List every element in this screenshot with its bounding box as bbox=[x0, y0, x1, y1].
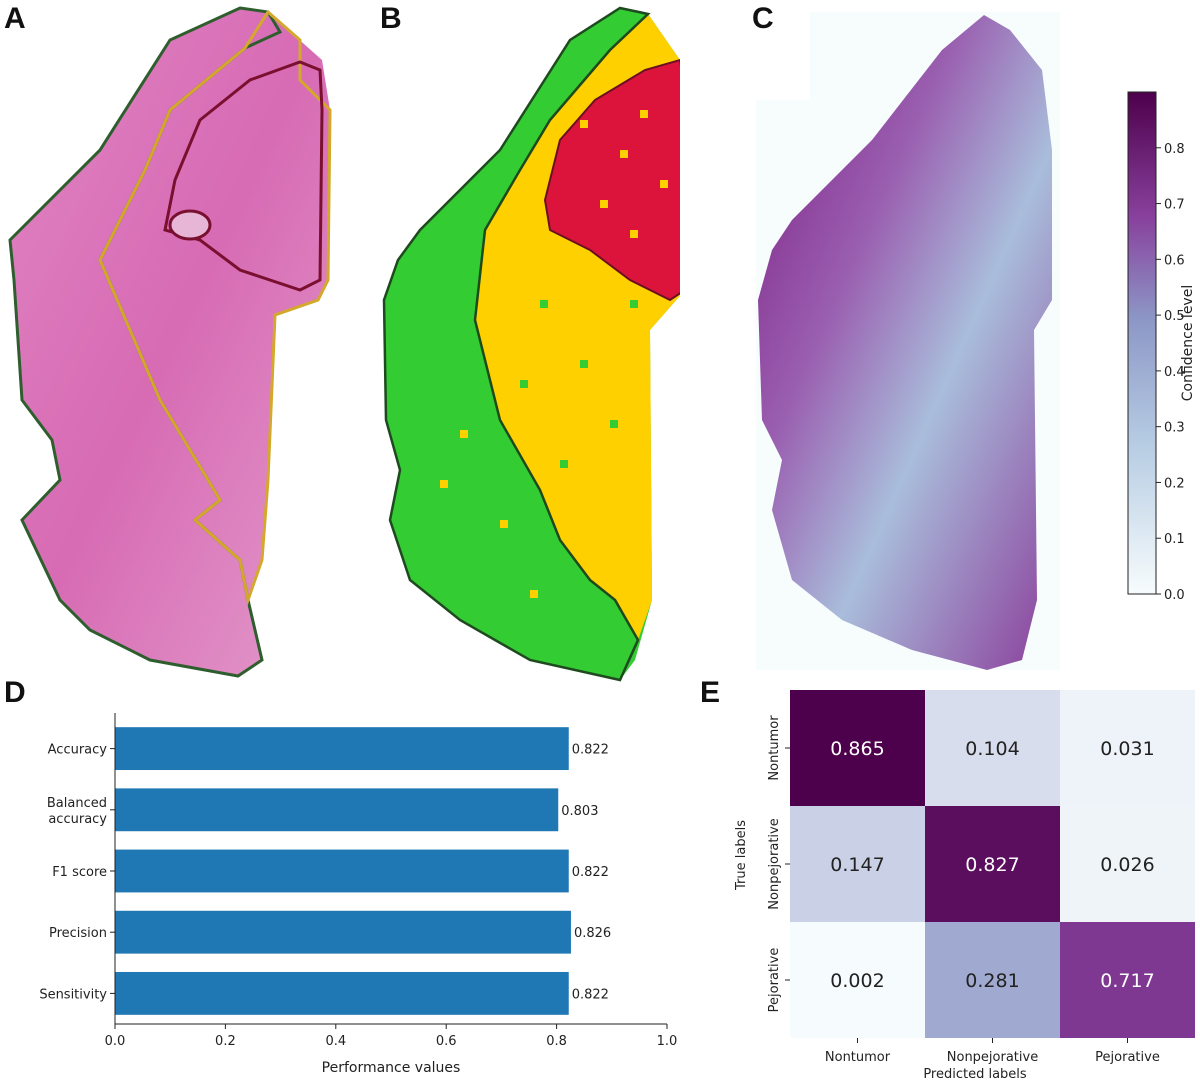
confusion-cell bbox=[1060, 690, 1195, 806]
confusion-cell bbox=[790, 690, 925, 806]
bar-precision bbox=[115, 910, 571, 954]
colorbar-tick-label: 0.4 bbox=[1164, 365, 1185, 380]
panel-b-prediction-map bbox=[382, 6, 680, 682]
bar-chart-category-label: Balanced bbox=[47, 796, 107, 811]
pejorative-outline-b bbox=[543, 58, 680, 302]
bar-chart-category-label: Accuracy bbox=[48, 743, 108, 758]
bar-chart-category-label: Precision bbox=[49, 926, 107, 941]
panel-label-c: C bbox=[752, 2, 774, 35]
colorbar-tick-label: 0.7 bbox=[1164, 198, 1185, 213]
colorbar-tick-label: 0.5 bbox=[1164, 309, 1185, 324]
panel-label-d: D bbox=[4, 676, 26, 709]
colorbar: 0.0 0.1 0.2 0.3 0.4 0.5 0.6 0.7 0.8 Confidence l… bbox=[1127, 91, 1196, 603]
panel-label-a: A bbox=[4, 2, 26, 35]
bar-value-label: 0.826 bbox=[574, 926, 611, 941]
confusion-cell-value: 0.104 bbox=[965, 738, 1019, 760]
bar-value-label: 0.803 bbox=[561, 804, 598, 819]
confusion-cell-value: 0.281 bbox=[965, 970, 1019, 992]
bar-chart-category-label: accuracy bbox=[48, 812, 107, 827]
confusion-row-label: Pejorative bbox=[767, 948, 782, 1013]
confusion-cell bbox=[790, 806, 925, 922]
panel-label-b: B bbox=[380, 2, 402, 35]
bar-value-label: 0.822 bbox=[572, 865, 609, 880]
bar-balanced-accuracy bbox=[115, 788, 559, 832]
pejorative-outline bbox=[163, 60, 324, 292]
colorbar-tick-label: 0.3 bbox=[1164, 421, 1185, 436]
confusion-row-label: Nontumor bbox=[767, 715, 782, 781]
confusion-cell-value: 0.002 bbox=[830, 970, 884, 992]
confusion-cell-value: 0.717 bbox=[1100, 970, 1154, 992]
confusion-cell bbox=[925, 690, 1060, 806]
confusion-column-label: Pejorative bbox=[1095, 1050, 1160, 1065]
prediction-speckles-green bbox=[520, 300, 638, 468]
bar-chart-x-tick-label: 0.0 bbox=[105, 1034, 126, 1049]
bar-value-label: 0.822 bbox=[572, 987, 609, 1002]
bar-f1-score bbox=[115, 849, 569, 893]
panel-c-confidence-map bbox=[756, 12, 1060, 670]
confusion-cell-value: 0.026 bbox=[1100, 854, 1154, 876]
confusion-cell bbox=[1060, 922, 1195, 1038]
confusion-cell bbox=[790, 922, 925, 1038]
confusion-column-label: Nonpejorative bbox=[947, 1050, 1038, 1065]
confidence-tissue bbox=[758, 15, 1052, 670]
colorbar-tick-label: 0.8 bbox=[1164, 142, 1185, 157]
bar-value-label: 0.822 bbox=[572, 743, 609, 758]
bar-chart-category-label: Sensitivity bbox=[39, 987, 107, 1002]
confusion-cell bbox=[925, 922, 1060, 1038]
colorbar-tick-label: 0.6 bbox=[1164, 253, 1185, 268]
confusion-matrix-y-axis-label: True labels bbox=[734, 820, 749, 891]
performance-bar-chart: 0.822 0.803 0.822 0.826 0.822 Accuracy Balanc… bbox=[39, 713, 678, 1076]
confusion-cell bbox=[1060, 806, 1195, 922]
bar-sensitivity bbox=[115, 971, 569, 1015]
colorbar-label: Confidence level bbox=[1180, 285, 1196, 401]
bar-chart-x-tick-label: 0.2 bbox=[215, 1034, 236, 1049]
confusion-cell-value: 0.147 bbox=[830, 854, 884, 876]
confusion-cell bbox=[925, 806, 1060, 922]
confusion-matrix-x-axis-label: Predicted labels bbox=[923, 1067, 1027, 1082]
confusion-cell-value: 0.865 bbox=[830, 738, 884, 760]
confusion-cell-value: 0.031 bbox=[1100, 738, 1154, 760]
confusion-row-label: Nonpejorative bbox=[767, 818, 782, 909]
nontumor-outline-b bbox=[382, 6, 651, 682]
confusion-cell-value: 0.827 bbox=[965, 854, 1019, 876]
colorbar-gradient bbox=[1127, 91, 1157, 595]
confusion-column-label: Nontumor bbox=[825, 1050, 891, 1065]
colorbar-tick-label: 0.0 bbox=[1164, 588, 1185, 603]
panel-label-e: E bbox=[700, 676, 721, 709]
bar-accuracy bbox=[115, 727, 569, 771]
bar-chart-x-tick-label: 1.0 bbox=[657, 1034, 678, 1049]
colorbar-tick-label: 0.1 bbox=[1164, 532, 1185, 547]
bar-chart-x-axis-label: Performance values bbox=[322, 1060, 461, 1076]
prediction-speckles bbox=[440, 110, 668, 598]
confusion-matrix: 0.865 0.104 0.031 0.147 0.827 0.026 0.002 0.281… bbox=[734, 690, 1195, 1082]
nonpejorative-outline bbox=[98, 9, 332, 606]
tissue-section bbox=[10, 8, 330, 676]
bar-chart-category-label: F1 score bbox=[52, 865, 107, 880]
bar-chart-x-tick-label: 0.4 bbox=[325, 1034, 346, 1049]
panel-a-histology-image bbox=[8, 6, 332, 678]
bar-chart-x-tick-label: 0.6 bbox=[436, 1034, 457, 1049]
bar-chart-x-tick-label: 0.8 bbox=[546, 1034, 567, 1049]
colorbar-tick-label: 0.2 bbox=[1164, 476, 1185, 491]
